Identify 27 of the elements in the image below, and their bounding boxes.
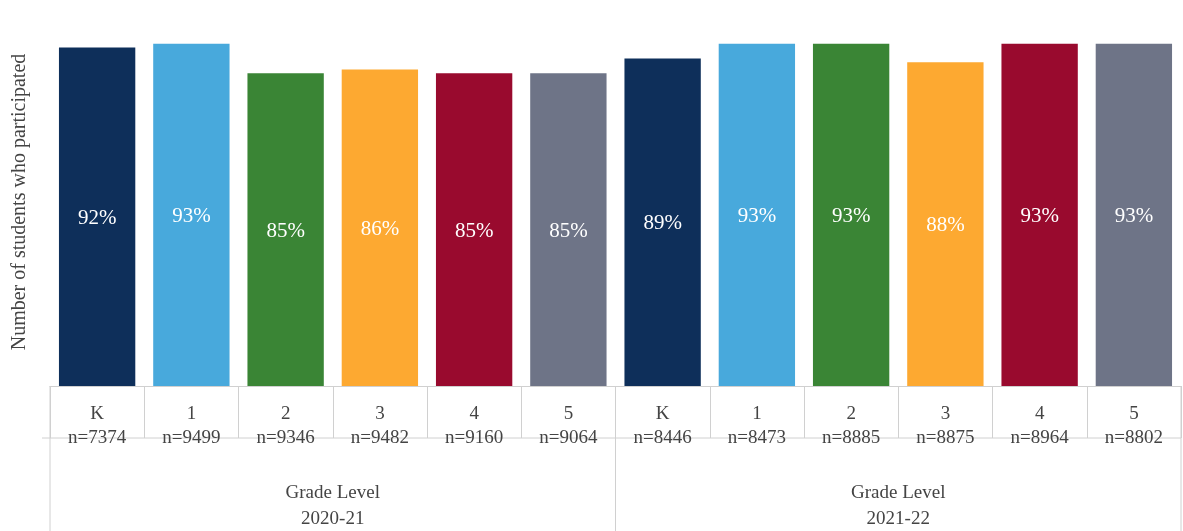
x-tick-label: 5 n=9064 — [539, 401, 598, 447]
x-tick-label: 2 n=8885 — [822, 401, 881, 447]
x-tick-label: 1 n=9499 — [162, 401, 221, 447]
x-tick-label: K n=8446 — [633, 401, 692, 447]
data-label: 93% — [1114, 202, 1154, 227]
y-axis-title: Number of students who participated — [7, 53, 30, 351]
data-label: 93% — [831, 202, 871, 227]
data-label: 92% — [77, 204, 117, 229]
data-label: 86% — [360, 215, 400, 240]
data-label: 85% — [454, 217, 494, 242]
x-tick-label: 4 n=8964 — [1010, 401, 1070, 447]
data-label: 93% — [1020, 202, 1059, 227]
data-label: 89% — [643, 210, 682, 235]
x-tick-label: K n=7374 — [68, 401, 127, 447]
x-tick-label: 3 n=8875 — [916, 401, 975, 447]
x-tick-label: 4 n=9160 — [445, 401, 504, 447]
text: Grade Level 2021-22 — [851, 480, 946, 528]
x-tick-label: 2 n=9346 — [256, 401, 315, 447]
text: Grade Level 2020-21 — [285, 480, 380, 528]
x-tick-label: 3 n=9482 — [350, 401, 409, 447]
data-label: 93% — [737, 202, 777, 227]
x-tick-label: 1 n=8473 — [727, 401, 786, 447]
data-label: 93% — [172, 202, 211, 227]
data-label: 85% — [266, 217, 305, 242]
x-tick-label: 5 n=8802 — [1104, 401, 1163, 447]
data-label: 85% — [549, 217, 588, 242]
data-label: 88% — [926, 212, 965, 237]
